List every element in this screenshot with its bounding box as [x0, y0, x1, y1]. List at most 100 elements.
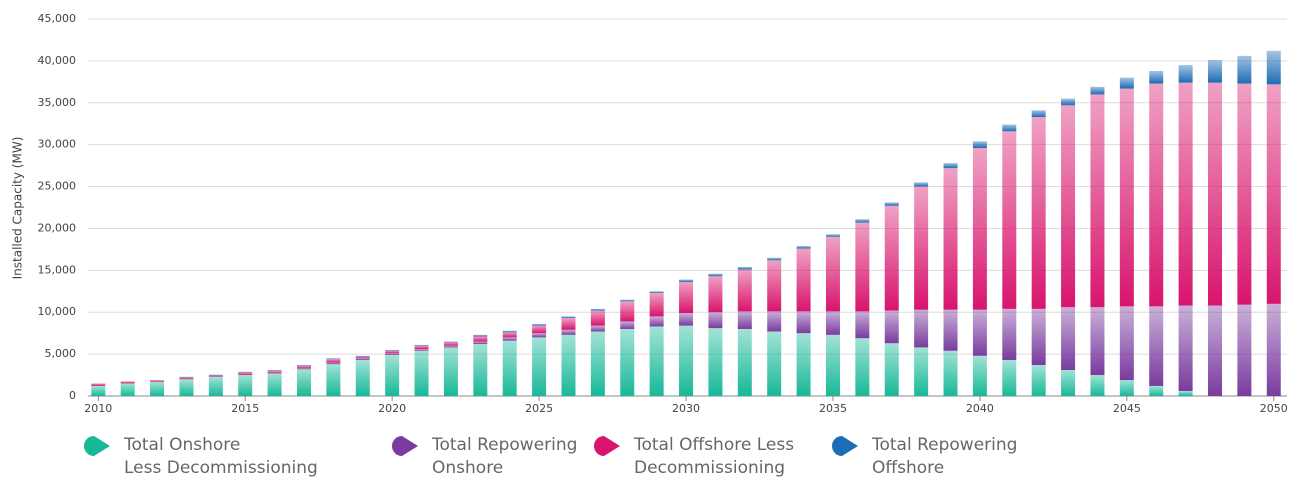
bar-segment — [1149, 385, 1164, 396]
bar-segment — [561, 329, 576, 335]
bar-segment — [326, 364, 341, 396]
bar-segment — [796, 311, 811, 334]
y-axis-label: Installed Capacity (MW) — [11, 137, 25, 280]
bar-segment — [590, 308, 605, 311]
y-tick-label: 25,000 — [38, 180, 77, 193]
bar-segment — [443, 345, 458, 348]
bar-segment — [914, 347, 929, 396]
bar-segment — [443, 347, 458, 396]
bar-segment — [179, 376, 194, 378]
bar-segment — [590, 331, 605, 396]
legend-swatch — [84, 436, 110, 456]
bar-segment — [679, 282, 694, 314]
bar-segment — [855, 311, 870, 339]
bar-segment — [1119, 306, 1134, 381]
bar-segment — [972, 309, 987, 356]
bar-segment — [385, 354, 400, 396]
bar-segment — [796, 333, 811, 396]
legend-icon — [84, 436, 110, 456]
bar-segment — [1149, 83, 1164, 307]
legend-icon — [594, 436, 620, 456]
y-tick-label: 40,000 — [38, 54, 77, 67]
legend-item: Total Onshore Less Decommissioning — [80, 434, 318, 480]
chart: Installed Capacity (MW) 0 5,000 10,000 15,0… — [11, 12, 1288, 415]
bar-segment — [1119, 88, 1134, 307]
bar-segment — [737, 328, 752, 396]
bar-segment — [943, 168, 958, 310]
bar-segment — [414, 344, 429, 346]
bar-segment — [1237, 83, 1252, 305]
bar-segment — [767, 260, 782, 312]
bar-segment — [532, 337, 547, 396]
legend-swatch — [594, 436, 620, 456]
bar-segment — [355, 356, 370, 359]
bar-segment — [326, 359, 341, 363]
y-tick-label: 20,000 — [38, 221, 77, 234]
bar-segment — [1031, 365, 1046, 396]
legend-item: Total Offshore Less Decommissioning — [590, 434, 794, 480]
bar-segment — [532, 323, 547, 326]
bar-segment — [708, 273, 723, 277]
bar-segment — [943, 163, 958, 169]
bar-segment — [708, 312, 723, 329]
bar-segment — [972, 148, 987, 310]
bar-segment — [825, 311, 840, 335]
bar-segment — [649, 292, 664, 317]
bar-segment — [120, 381, 135, 384]
bar-segment — [679, 325, 694, 396]
y-tick-label: 5,000 — [45, 347, 77, 360]
bar-segment — [825, 334, 840, 396]
bar-segment — [208, 374, 223, 376]
bar-segment — [855, 338, 870, 396]
x-tick-label: 2030 — [672, 402, 700, 415]
bar-segment — [679, 279, 694, 283]
bar-segment — [561, 316, 576, 319]
bar-segment — [414, 350, 429, 396]
bar-segment — [120, 383, 135, 396]
bar-segment — [1178, 82, 1193, 306]
bar-segment — [150, 380, 165, 382]
bar-segment — [884, 205, 899, 311]
legend-item: Total Repowering Offshore — [828, 434, 1017, 480]
bar-segment — [884, 202, 899, 206]
bar-segment — [296, 365, 311, 366]
bar-segment — [914, 186, 929, 310]
bar-segment — [1031, 308, 1046, 366]
bar-segment — [414, 349, 429, 351]
bar-segment — [1178, 305, 1193, 391]
bar-segment — [767, 331, 782, 396]
bar-segment — [620, 328, 635, 396]
y-tick-label: 0 — [69, 389, 76, 402]
bar-segment — [737, 269, 752, 312]
bar-segment — [1119, 380, 1134, 396]
bar-segment — [355, 355, 370, 357]
bar-segment — [1208, 305, 1223, 396]
bar-segment — [796, 248, 811, 312]
bar-segment — [679, 313, 694, 326]
bar-segment — [1090, 307, 1105, 376]
legend: Total Onshore Less Decommissioning Total … — [0, 434, 1297, 490]
bar-segment — [443, 341, 458, 343]
bar-segment — [767, 311, 782, 332]
bar-segment — [1090, 94, 1105, 308]
bar-segment — [1266, 50, 1281, 85]
bar-segment — [414, 345, 429, 350]
legend-swatch — [832, 436, 858, 456]
x-tick-label: 2050 — [1260, 402, 1288, 415]
bar-segment — [1061, 370, 1076, 396]
legend-label: Total Onshore Less Decommissioning — [124, 435, 318, 478]
bar-segment — [1061, 307, 1076, 371]
legend-label: Total Offshore Less Decommissioning — [634, 435, 795, 478]
bar-segment — [267, 370, 282, 374]
bar-segment — [1002, 131, 1017, 309]
bar-segment — [1208, 82, 1223, 306]
bar-segment — [296, 368, 311, 370]
bar-segment — [1208, 60, 1223, 83]
bar-segment — [708, 328, 723, 396]
x-tick-label: 2035 — [819, 402, 847, 415]
bar-segment — [649, 291, 664, 293]
x-tick-label: 2010 — [84, 402, 112, 415]
bar-segment — [708, 276, 723, 313]
y-tick-label: 30,000 — [38, 138, 77, 151]
